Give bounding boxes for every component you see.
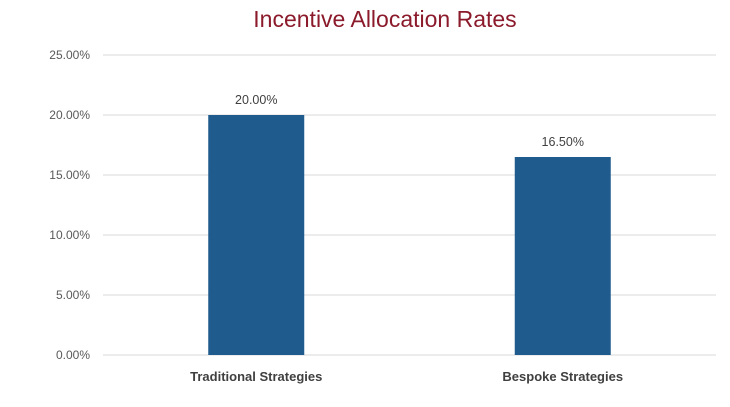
chart-title: Incentive Allocation Rates [253, 6, 517, 32]
x-tick-label: Bespoke Strategies [502, 369, 623, 384]
y-tick-label: 15.00% [49, 168, 90, 182]
bar [208, 115, 305, 355]
data-label: 20.00% [235, 93, 277, 107]
y-tick-label: 25.00% [49, 48, 90, 62]
y-tick-label: 20.00% [49, 108, 90, 122]
y-tick-label: 5.00% [56, 288, 90, 302]
bar [514, 157, 611, 355]
data-label: 16.50% [542, 135, 584, 149]
y-tick-label: 10.00% [49, 228, 90, 242]
y-tick-label: 0.00% [56, 348, 90, 362]
x-tick-label: Traditional Strategies [190, 369, 322, 384]
